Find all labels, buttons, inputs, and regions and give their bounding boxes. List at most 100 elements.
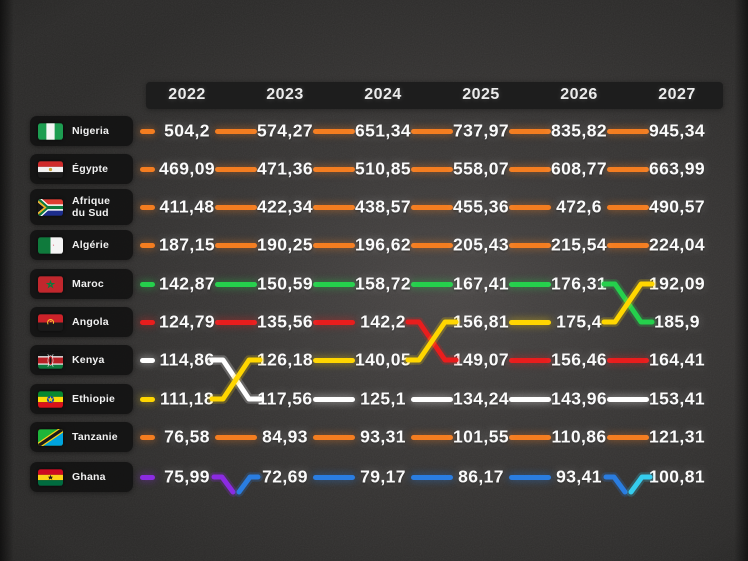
line-segment-purple bbox=[140, 474, 155, 480]
line-segment-blue bbox=[411, 474, 453, 480]
line-segment-orange bbox=[411, 128, 453, 134]
value-2023: 84,93 bbox=[262, 426, 308, 447]
value-2023: 117,56 bbox=[257, 388, 313, 409]
algeria-flag bbox=[38, 236, 63, 254]
line-segment-green bbox=[313, 281, 355, 287]
value-2023: 126,18 bbox=[257, 349, 313, 370]
value-2024: 93,31 bbox=[360, 426, 406, 447]
line-segment-yellow bbox=[140, 396, 155, 402]
crossover-glow bbox=[209, 472, 238, 497]
line-segment-white bbox=[140, 357, 155, 363]
country-pill-algeria: Algérie bbox=[30, 230, 133, 260]
year-label-2022: 2022 bbox=[168, 86, 206, 103]
south-africa-flag bbox=[38, 198, 63, 216]
line-segment-orange bbox=[607, 204, 649, 210]
value-2023: 150,59 bbox=[257, 273, 313, 294]
value-2024: 142,2 bbox=[360, 311, 406, 332]
line-segment-orange bbox=[509, 166, 551, 172]
value-2024: 125,1 bbox=[360, 388, 406, 409]
tanzania-flag bbox=[38, 428, 63, 446]
morocco-flag bbox=[38, 275, 63, 293]
country-label: Kenya bbox=[72, 353, 105, 366]
left-edge-shadow bbox=[0, 0, 14, 561]
value-2026: 176,31 bbox=[551, 273, 607, 294]
crossover-line bbox=[209, 357, 263, 402]
line-segment-orange bbox=[411, 242, 453, 248]
kenya-flag bbox=[38, 351, 63, 369]
line-segment-orange bbox=[140, 128, 155, 134]
country-pill-egypt: Égypte bbox=[30, 154, 133, 184]
crossover-glow bbox=[234, 472, 263, 497]
country-pill-morocco: Maroc bbox=[30, 269, 133, 299]
value-2025: 455,36 bbox=[453, 196, 509, 217]
line-segment-white bbox=[509, 396, 551, 402]
angola-flag bbox=[38, 313, 63, 331]
value-2025: 86,17 bbox=[458, 466, 504, 487]
country-pill-ethiopia: Ethiopie bbox=[30, 384, 133, 414]
value-2027: 224,04 bbox=[649, 234, 705, 255]
value-2024: 651,34 bbox=[355, 120, 411, 141]
country-label: Ethiopie bbox=[72, 392, 116, 405]
line-segment-orange bbox=[607, 434, 649, 440]
value-2026: 472,6 bbox=[556, 196, 602, 217]
year-header-bar bbox=[146, 82, 723, 109]
value-2026: 175,4 bbox=[556, 311, 602, 332]
country-pill-ghana: Ghana bbox=[30, 462, 133, 492]
country-label: Nigeria bbox=[72, 124, 109, 137]
value-2027: 153,41 bbox=[649, 388, 705, 409]
value-2022: 111,18 bbox=[160, 388, 214, 409]
line-segment-red bbox=[215, 319, 257, 325]
country-label: Égypte bbox=[72, 162, 109, 175]
ethiopia-flag bbox=[38, 390, 63, 408]
country-pill-south-africa: Afrique du Sud bbox=[30, 189, 133, 225]
value-2023: 135,56 bbox=[257, 311, 313, 332]
value-2023: 574,27 bbox=[257, 120, 313, 141]
year-label-2027: 2027 bbox=[658, 86, 696, 103]
line-segment-orange bbox=[607, 128, 649, 134]
value-2022: 76,58 bbox=[164, 426, 210, 447]
crossover-glow bbox=[207, 355, 265, 404]
value-2027: 121,31 bbox=[649, 426, 705, 447]
value-2025: 156,81 bbox=[453, 311, 509, 332]
country-label: Afrique du Sud bbox=[72, 194, 111, 219]
country-pill-angola: Angola bbox=[30, 307, 133, 337]
year-label-2024: 2024 bbox=[364, 86, 402, 103]
value-2025: 149,07 bbox=[453, 349, 509, 370]
value-2023: 422,34 bbox=[257, 196, 313, 217]
value-2027: 185,9 bbox=[654, 311, 700, 332]
country-label: Maroc bbox=[72, 277, 104, 290]
line-segment-blue bbox=[313, 474, 355, 480]
value-2022: 411,48 bbox=[159, 196, 215, 217]
line-segment-orange bbox=[215, 166, 257, 172]
value-2025: 101,55 bbox=[453, 426, 509, 447]
value-2027: 490,57 bbox=[649, 196, 705, 217]
line-segment-orange bbox=[215, 204, 257, 210]
value-2024: 140,05 bbox=[355, 349, 411, 370]
value-2025: 205,43 bbox=[453, 234, 509, 255]
country-label: Tanzanie bbox=[72, 430, 118, 443]
value-2022: 469,09 bbox=[159, 158, 215, 179]
value-2027: 164,41 bbox=[649, 349, 705, 370]
value-2024: 196,62 bbox=[355, 234, 411, 255]
crossover-line bbox=[601, 281, 655, 325]
value-2023: 471,36 bbox=[257, 158, 313, 179]
value-2023: 190,25 bbox=[257, 234, 313, 255]
value-2024: 158,72 bbox=[355, 273, 411, 294]
line-segment-red bbox=[509, 357, 551, 363]
value-2023: 72,69 bbox=[262, 466, 308, 487]
line-segment-orange bbox=[313, 242, 355, 248]
value-2022: 504,2 bbox=[164, 120, 210, 141]
line-segment-white bbox=[313, 396, 355, 402]
line-segment-orange bbox=[509, 128, 551, 134]
line-segment-orange bbox=[215, 434, 257, 440]
value-2026: 110,86 bbox=[551, 426, 607, 447]
line-segment-orange bbox=[140, 242, 155, 248]
country-label: Angola bbox=[72, 315, 109, 328]
value-2022: 124,79 bbox=[159, 311, 215, 332]
crossover-glow bbox=[626, 472, 655, 497]
value-2027: 945,34 bbox=[649, 120, 705, 141]
value-2022: 114,86 bbox=[159, 349, 215, 370]
crossover-line bbox=[603, 474, 628, 495]
line-segment-orange bbox=[411, 166, 453, 172]
